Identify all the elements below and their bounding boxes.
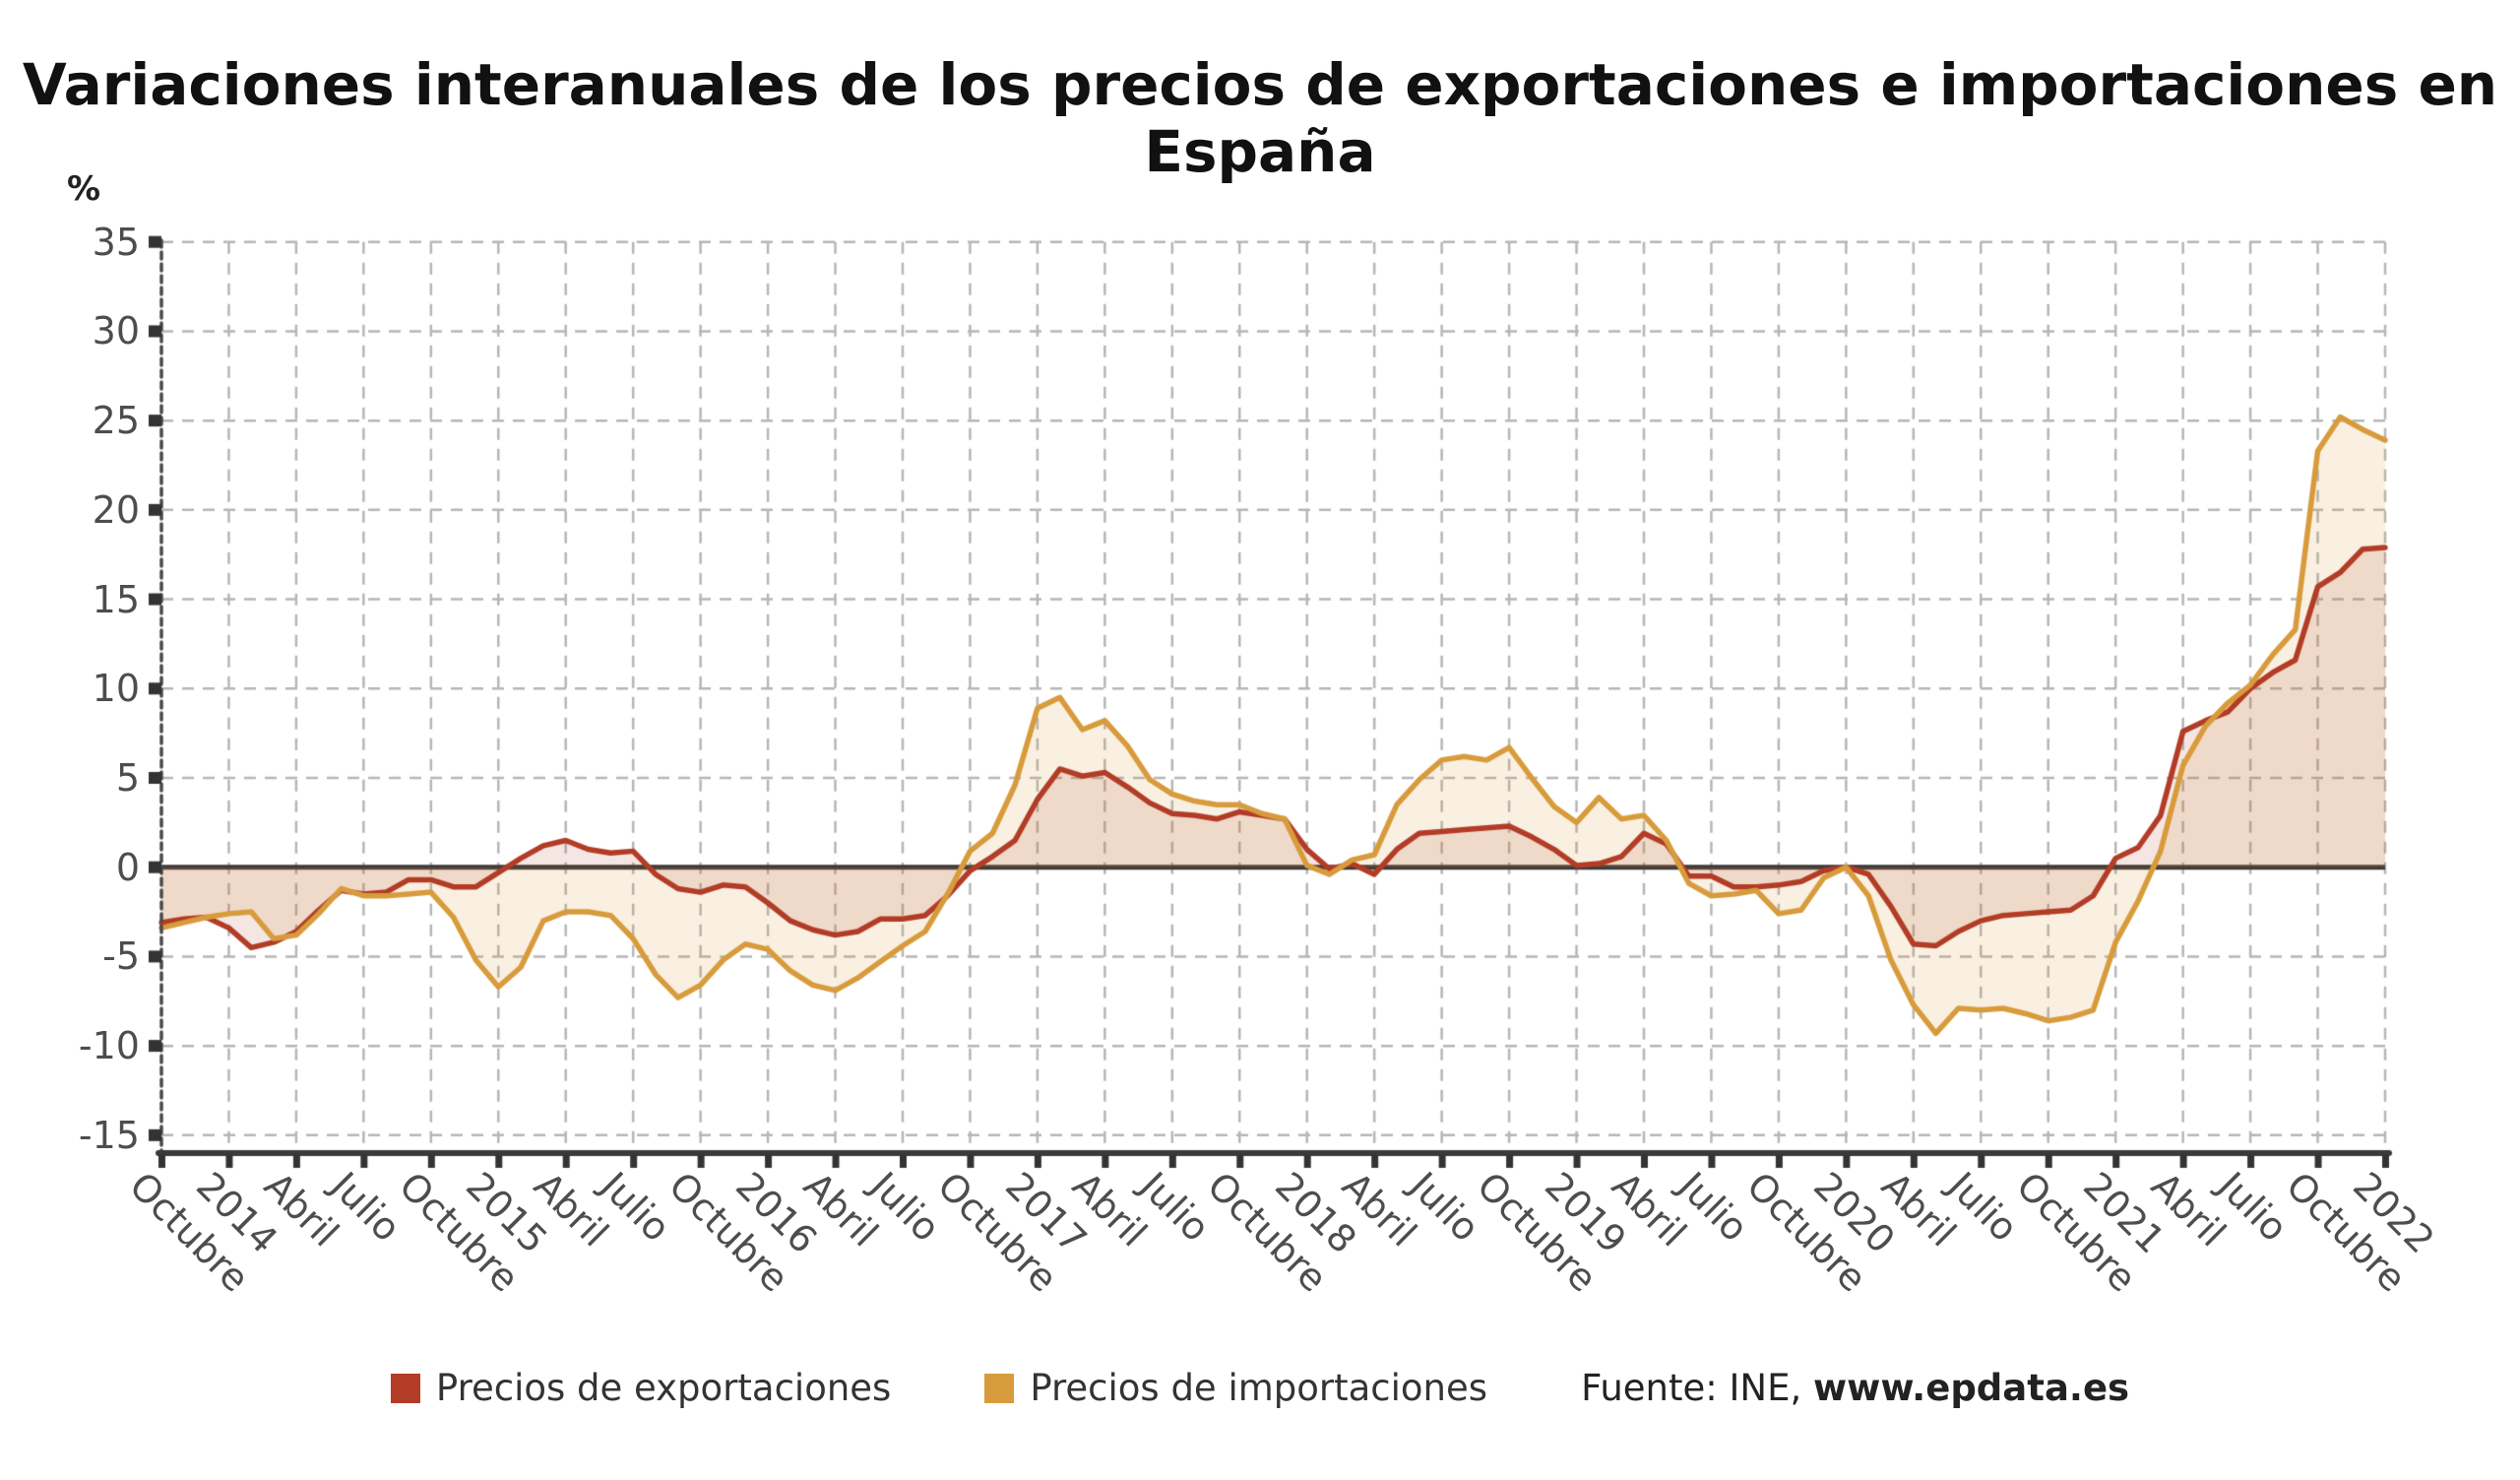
y-axis-label: -10 bbox=[78, 1024, 140, 1068]
y-axis-label: 35 bbox=[92, 220, 140, 264]
export-series-swatch-icon bbox=[390, 1373, 420, 1403]
y-axis-label: 10 bbox=[92, 667, 140, 711]
legend-item-importaciones[interactable]: Precios de importaciones bbox=[984, 1367, 1487, 1409]
y-axis-label: -5 bbox=[102, 934, 140, 979]
source-prefix: Fuente: INE, bbox=[1581, 1367, 1813, 1409]
y-axis-label: -15 bbox=[78, 1113, 140, 1157]
source-link[interactable]: www.epdata.es bbox=[1812, 1367, 2130, 1409]
import-series-swatch-icon bbox=[984, 1373, 1015, 1403]
y-axis-label: 5 bbox=[115, 755, 140, 800]
legend-label-exportaciones: Precios de exportaciones bbox=[435, 1367, 892, 1409]
legend: Precios de exportaciones Precios de impo… bbox=[0, 1367, 2520, 1409]
y-axis-label: 25 bbox=[92, 399, 140, 443]
y-axis-label: 0 bbox=[115, 845, 140, 889]
y-axis-label: 30 bbox=[92, 309, 140, 354]
y-axis-label: 15 bbox=[92, 577, 140, 621]
legend-label-importaciones: Precios de importaciones bbox=[1030, 1367, 1488, 1409]
legend-item-exportaciones[interactable]: Precios de exportaciones bbox=[390, 1367, 892, 1409]
y-axis-label: 20 bbox=[92, 487, 140, 532]
source-note: Fuente: INE, www.epdata.es bbox=[1581, 1367, 2129, 1409]
